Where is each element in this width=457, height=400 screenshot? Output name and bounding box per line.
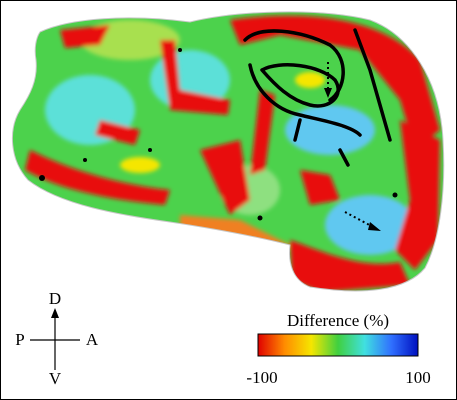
colorbar-tick-label: 100: [405, 368, 431, 387]
colorbar: Difference (%) -100 100: [246, 311, 430, 387]
compass-up: D: [49, 289, 61, 308]
compass: D V P A: [15, 289, 99, 388]
compass-left: P: [15, 330, 24, 349]
brain-outline: [11, 11, 445, 292]
colorbar-tick-label: -100: [246, 368, 277, 387]
compass-right: A: [86, 330, 99, 349]
compass-arrowhead: [51, 308, 59, 318]
colorbar-label: Difference (%): [287, 311, 389, 330]
compass-down: V: [49, 369, 62, 388]
colorbar-bar: [257, 333, 419, 357]
